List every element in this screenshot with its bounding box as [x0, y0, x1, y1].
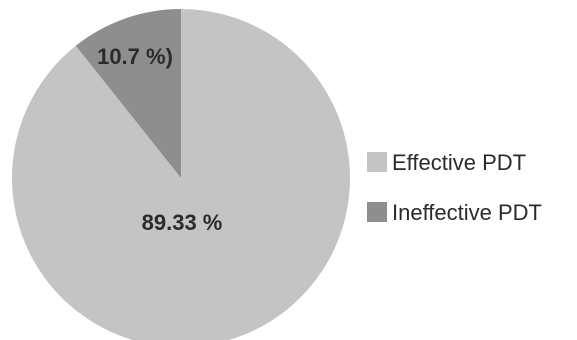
legend-label-ineffective-pdt: Ineffective PDT	[392, 200, 542, 225]
legend-swatch-ineffective-pdt	[367, 202, 387, 222]
legend: Effective PDT Ineffective PDT	[367, 150, 542, 225]
pie-slice-effective-pdt	[12, 9, 350, 340]
legend-swatch-effective-pdt	[367, 152, 387, 172]
legend-item-ineffective-pdt: Ineffective PDT	[367, 200, 542, 225]
slice-label-effective-pdt: 89.33 %	[142, 210, 223, 235]
pie-slice-ineffective-pdt	[75, 9, 181, 178]
pie-slice-labels: 89.33 % 10.7 %)	[97, 44, 222, 235]
pie-slices	[12, 9, 350, 340]
legend-label-effective-pdt: Effective PDT	[392, 150, 526, 175]
slice-label-ineffective-pdt: 10.7 %)	[97, 44, 173, 69]
legend-item-effective-pdt: Effective PDT	[367, 150, 526, 175]
